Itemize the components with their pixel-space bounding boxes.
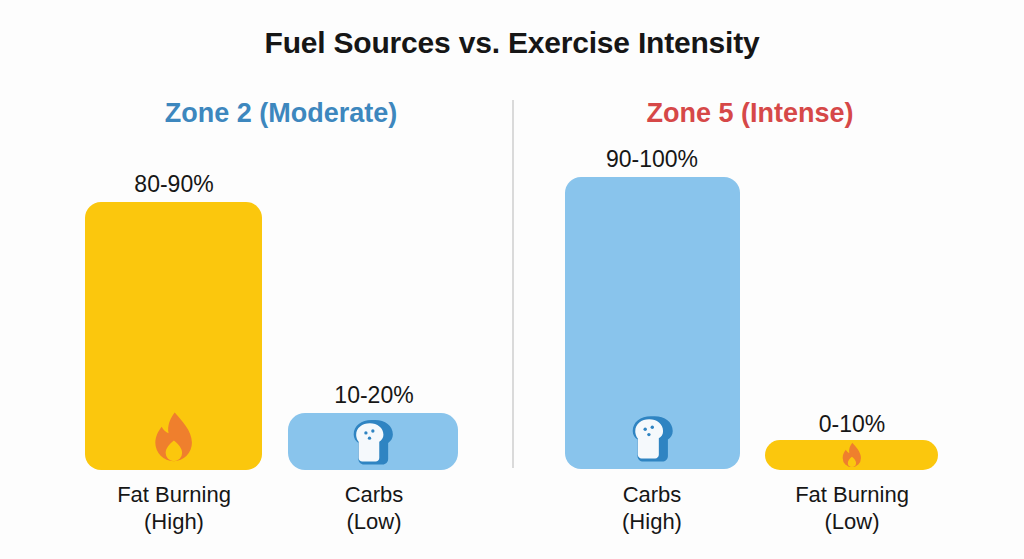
- value-label-fat-zone2: 80-90%: [134, 171, 213, 198]
- value-label-carbs-zone5: 90-100%: [606, 146, 698, 173]
- bread-icon: [631, 415, 674, 463]
- category-label-carbs-zone2: Carbs (Low): [345, 481, 404, 535]
- category-name: Fat Burning: [117, 481, 231, 508]
- category-qualifier: (High): [117, 508, 231, 535]
- value-label-carbs-zone2: 10-20%: [334, 382, 413, 409]
- flame-icon: [154, 411, 194, 463]
- zone-divider-line: [512, 100, 514, 468]
- bread-icon: [352, 419, 394, 466]
- bar-fat-burning-zone2: [85, 202, 262, 470]
- category-label-fat-zone5: Fat Burning (Low): [795, 481, 909, 535]
- zone2-header: Zone 2 (Moderate): [165, 98, 398, 129]
- bar-carbs-zone5: [565, 177, 740, 469]
- category-name: Carbs: [622, 481, 682, 508]
- category-name: Carbs: [345, 481, 404, 508]
- flame-icon: [842, 442, 862, 468]
- bar-carbs-zone2: [288, 413, 458, 470]
- fuel-sources-infographic: Fuel Sources vs. Exercise Intensity Zone…: [0, 0, 1024, 559]
- category-label-carbs-zone5: Carbs (High): [622, 481, 682, 535]
- bar-fat-burning-zone5: [765, 440, 938, 470]
- category-label-fat-zone2: Fat Burning (High): [117, 481, 231, 535]
- category-qualifier: (High): [622, 508, 682, 535]
- category-qualifier: (Low): [345, 508, 404, 535]
- category-qualifier: (Low): [795, 508, 909, 535]
- chart-title: Fuel Sources vs. Exercise Intensity: [0, 26, 1024, 60]
- category-name: Fat Burning: [795, 481, 909, 508]
- zone5-header: Zone 5 (Intense): [646, 98, 853, 129]
- value-label-fat-zone5: 0-10%: [819, 411, 885, 438]
